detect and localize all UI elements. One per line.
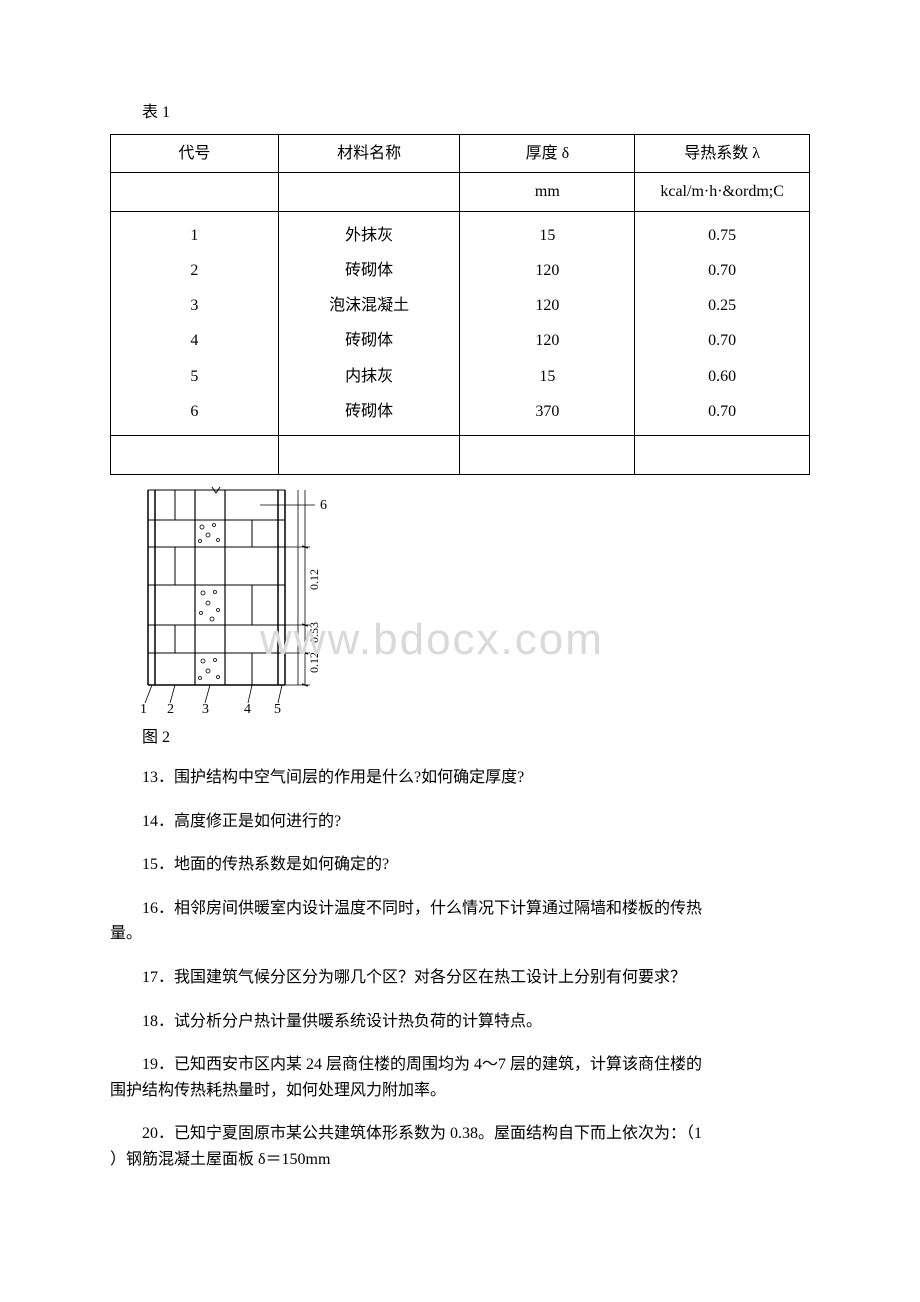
header-thickness: 厚度 δ [460,134,635,173]
question-20-line2: ）钢筋混凝土屋面板 δ＝150mm [110,1147,810,1173]
question-14: 14．高度修正是如何进行的? [110,809,810,835]
question-15: 15．地面的传热系数是如何确定的? [110,852,810,878]
svg-text:0.12: 0.12 [307,652,321,673]
svg-text:1: 1 [140,702,147,715]
table-caption: 表 1 [110,100,810,126]
table-group-row: 1 2 3 4 5 6 外抹灰 砖砌体 泡沫混凝土 砖砌体 内抹灰 砖砌体 15… [111,211,810,435]
wall-section-figure: 0.12 0.53 0.12 6 1 2 3 4 5 [140,485,810,715]
unit-cell: mm [460,173,635,212]
question-19-line2: 围护结构传热耗热量时，如何处理风力附加率。 [110,1078,810,1104]
svg-text:5: 5 [274,702,281,715]
header-code: 代号 [111,134,279,173]
unit-cell [111,173,279,212]
svg-text:0.53: 0.53 [307,622,321,643]
question-20-line1: 20．已知宁夏固原市某公共建筑体形系数为 0.38。屋面结构自下而上依次为：（1 [110,1121,810,1147]
question-17: 17．我国建筑气候分区分为哪几个区？对各分区在热工设计上分别有何要求？ [110,965,810,991]
question-13: 13．围护结构中空气间层的作用是什么?如何确定厚度? [110,765,810,791]
question-16-line1: 16．相邻房间供暖室内设计温度不同时，什么情况下计算通过隔墙和楼板的传热 [110,896,810,922]
svg-text:3: 3 [202,702,209,715]
question-16-line2: 量。 [110,921,810,947]
question-18: 18．试分析分户热计量供暖系统设计热负荷的计算特点。 [110,1009,810,1035]
material-cells: 外抹灰 砖砌体 泡沫混凝土 砖砌体 内抹灰 砖砌体 [278,211,460,435]
label-6: 6 [320,498,327,513]
table-empty-row [111,435,810,474]
header-material: 材料名称 [278,134,460,173]
conductivity-cells: 0.75 0.70 0.25 0.70 0.60 0.70 [635,211,810,435]
table-header-row: 代号 材料名称 厚度 δ 导热系数 λ [111,134,810,173]
materials-table: 代号 材料名称 厚度 δ 导热系数 λ mm kcal/m·h·&ordm;C … [110,134,810,475]
table-unit-row: mm kcal/m·h·&ordm;C [111,173,810,212]
dim-top: 0.12 [307,569,321,590]
header-conductivity: 导热系数 λ [635,134,810,173]
question-19-line1: 19．已知西安市区内某 24 层商住楼的周围均为 4～7 层的建筑，计算该商住楼… [110,1052,810,1078]
unit-cell: kcal/m·h·&ordm;C [635,173,810,212]
svg-text:2: 2 [167,702,174,715]
figure-caption: 图 2 [110,725,810,751]
code-cells: 1 2 3 4 5 6 [111,211,279,435]
thickness-cells: 15 120 120 120 15 370 [460,211,635,435]
unit-cell [278,173,460,212]
svg-text:4: 4 [244,702,251,715]
